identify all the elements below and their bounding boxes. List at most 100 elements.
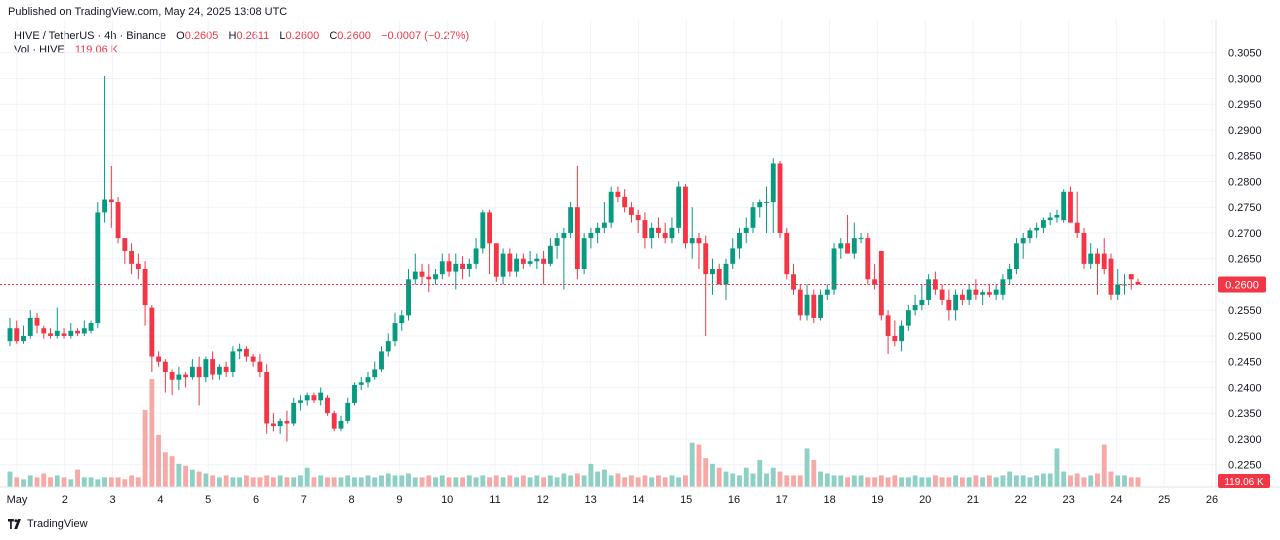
volume-bar [642, 475, 648, 487]
candle-body [838, 243, 844, 249]
volume-bar [156, 434, 162, 487]
candle-body [68, 330, 74, 336]
volume-bar [284, 477, 290, 487]
candle-body [953, 294, 959, 311]
volume-bar [487, 477, 493, 487]
time-tick-label: May [7, 494, 28, 506]
candle-body [352, 384, 357, 403]
candle-body [831, 248, 837, 290]
candle-body [892, 335, 898, 342]
candle-body [473, 248, 479, 264]
candle-body [1135, 281, 1141, 285]
tradingview-brand[interactable]: TradingView [8, 518, 88, 530]
candle-body [264, 372, 270, 424]
volume-bar [683, 475, 688, 487]
volume-bar [1095, 473, 1100, 487]
candle-body [581, 238, 587, 270]
volume-bar [277, 475, 283, 487]
candle-body [865, 238, 871, 280]
candle-body [480, 212, 486, 249]
volume-bar [480, 475, 486, 487]
high-label: H [228, 30, 237, 42]
candle-body [135, 263, 141, 270]
volume-bar [311, 477, 317, 487]
time-tick-label: 20 [919, 494, 931, 506]
price-tick-label: 0.2300 [1228, 434, 1262, 446]
volume-bar [554, 477, 560, 487]
volume-bar [95, 479, 101, 487]
volume-bar [696, 444, 702, 487]
volume-bar [81, 477, 87, 487]
candle-body [770, 163, 776, 203]
volume-bar [149, 379, 155, 487]
candle-body [385, 341, 391, 352]
candle-body [129, 250, 135, 264]
volume-bar [703, 458, 709, 487]
candle-body [142, 269, 148, 306]
volume-bar [615, 473, 621, 487]
price-tick-label: 0.2700 [1228, 228, 1262, 240]
volume-bar [189, 469, 195, 487]
volume-bar [108, 477, 114, 487]
candle-body [108, 199, 114, 203]
candle-body [689, 238, 695, 244]
time-tick-label: 11 [489, 494, 500, 506]
volume-bar [61, 477, 67, 487]
candle-body [696, 238, 702, 244]
time-tick-label: 17 [776, 494, 788, 506]
volume-bar [1068, 475, 1073, 487]
volume-bar [1081, 477, 1087, 487]
candle-body [784, 232, 790, 275]
volume-bar [270, 477, 276, 487]
candle-body [750, 207, 756, 228]
time-tick-label: 2 [62, 494, 68, 506]
candle-body [1108, 258, 1114, 295]
candle-body [284, 420, 290, 424]
candle-body [365, 377, 371, 383]
candle-body [446, 261, 452, 272]
candle-body [311, 395, 317, 401]
volume-bar [352, 477, 357, 487]
volume-bar [419, 477, 425, 487]
volume-bar [1101, 444, 1107, 487]
time-tick-label: 22 [1015, 494, 1027, 506]
volume-bar [520, 475, 526, 487]
volume-bar [325, 477, 330, 487]
candle-body [426, 276, 432, 280]
volume-bar [872, 477, 878, 487]
volume-bar [892, 475, 898, 487]
candle-body [54, 330, 60, 336]
close-value: 0.2600 [337, 30, 371, 42]
symbol-name[interactable]: HIVE / TetherUS · 4h · Binance [14, 30, 167, 42]
candle-body [946, 299, 952, 311]
volume-bar [905, 477, 911, 487]
candle-body [75, 330, 80, 334]
candle-body [966, 289, 972, 300]
candle-body [872, 279, 878, 285]
candle-body [1000, 279, 1006, 295]
volume-bar [54, 475, 60, 487]
candle-body [196, 366, 202, 378]
candle-body [48, 333, 53, 336]
volume-bar [588, 463, 594, 487]
volume-bar [169, 456, 175, 487]
volume-tag-bg [1218, 474, 1270, 488]
candle-body [615, 191, 621, 197]
time-tick-label: 7 [301, 494, 307, 506]
candle-body [34, 317, 40, 326]
volume-bar [757, 460, 763, 487]
volume-bar [500, 477, 506, 487]
volume-bar [34, 477, 40, 487]
candle-body [541, 258, 547, 264]
volume-bar [1027, 477, 1033, 487]
candle-body [345, 402, 351, 421]
candle-body [372, 369, 378, 378]
candle-body [237, 348, 243, 352]
volume-bar [689, 442, 695, 487]
volume-bar [426, 475, 432, 487]
volume-bar [473, 477, 479, 487]
volume-bar [466, 475, 472, 487]
candle-body [932, 279, 938, 290]
volume-bar [622, 477, 628, 487]
